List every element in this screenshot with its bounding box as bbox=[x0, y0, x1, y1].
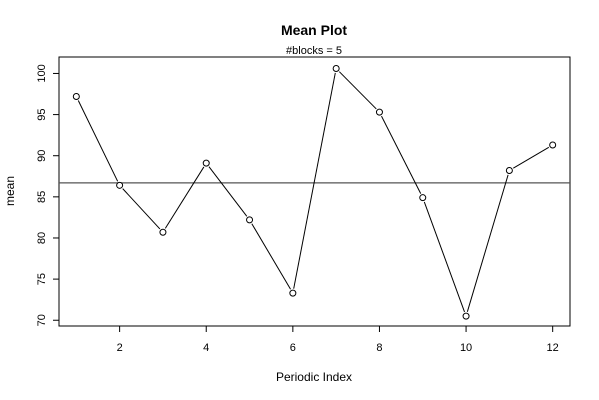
series-line-segment bbox=[251, 223, 291, 290]
y-tick-label: 95 bbox=[36, 108, 48, 120]
series-line-segment bbox=[77, 100, 119, 182]
data-point bbox=[332, 65, 340, 73]
x-axis: 2 4 6 8 10 12 bbox=[117, 326, 559, 354]
series-line-segment bbox=[208, 166, 248, 217]
y-axis-label: mean bbox=[3, 176, 17, 206]
chart-subtitle: #blocks = 5 bbox=[286, 45, 342, 57]
data-point bbox=[289, 289, 297, 297]
series-group bbox=[72, 65, 557, 320]
y-tick-label: 90 bbox=[36, 150, 48, 162]
x-tick-label: 4 bbox=[203, 342, 209, 354]
x-tick-label: 6 bbox=[290, 342, 296, 354]
chart-title: Mean Plot bbox=[281, 22, 347, 38]
series-line-segment bbox=[512, 146, 550, 169]
series-line-segment bbox=[338, 71, 377, 110]
data-point bbox=[246, 216, 254, 224]
data-point bbox=[116, 181, 124, 189]
plot-frame bbox=[58, 56, 571, 327]
y-tick-label: 80 bbox=[36, 232, 48, 244]
data-point bbox=[202, 159, 210, 167]
x-tick-label: 2 bbox=[117, 342, 123, 354]
data-point bbox=[419, 194, 427, 202]
y-axis: 70 75 80 85 90 95 100 bbox=[36, 64, 59, 326]
series-line-segment bbox=[466, 174, 509, 312]
y-tick-label: 70 bbox=[36, 314, 48, 326]
data-point bbox=[462, 312, 470, 320]
series-line-segment bbox=[381, 115, 422, 194]
data-point bbox=[549, 141, 557, 149]
data-point bbox=[505, 167, 513, 175]
data-point bbox=[375, 108, 383, 116]
series-line-segment bbox=[164, 166, 205, 229]
series-line-segment bbox=[122, 188, 161, 230]
series-line-segment bbox=[423, 201, 465, 313]
x-axis-label: Periodic Index bbox=[276, 370, 352, 384]
series-line-segment bbox=[293, 72, 336, 289]
y-tick-label: 85 bbox=[36, 191, 48, 203]
data-point bbox=[72, 92, 80, 100]
y-tick-label: 75 bbox=[36, 273, 48, 285]
x-tick-label: 12 bbox=[547, 342, 559, 354]
x-tick-label: 10 bbox=[460, 342, 472, 354]
y-tick-label: 100 bbox=[36, 64, 48, 82]
x-tick-label: 8 bbox=[376, 342, 382, 354]
data-point bbox=[159, 228, 167, 236]
